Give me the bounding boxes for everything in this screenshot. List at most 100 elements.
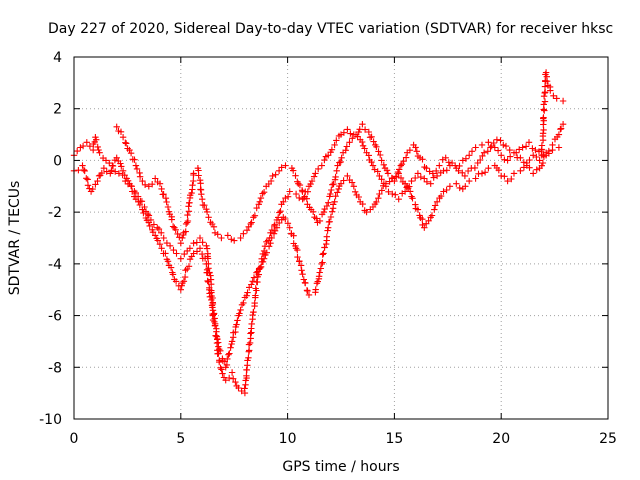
data-point [375,195,382,202]
data-point [218,234,225,242]
data-point [557,126,564,133]
data-point [402,154,410,161]
data-point [350,183,357,190]
data-point [275,167,283,174]
data-point [179,234,186,242]
data-point [462,183,469,190]
data-point [212,332,220,339]
data-point [332,173,339,181]
data-point [296,258,303,265]
data-point [412,144,419,151]
data-point [260,255,268,262]
data-point [432,202,439,209]
data-point [182,228,189,235]
data-point [75,167,82,174]
data-point [136,201,143,209]
data-point [206,293,214,300]
data-point [127,182,135,190]
data-point [214,335,221,343]
data-point [299,271,306,278]
data-point [336,182,343,190]
x-tick-label: 15 [385,431,403,447]
data-point [355,128,362,136]
data-point [286,224,293,231]
data-point [252,292,259,299]
data-point [290,167,297,174]
data-point [233,382,240,390]
data-point [139,177,146,185]
data-point [199,239,206,246]
data-point [236,310,243,317]
data-point [338,154,345,161]
data-point [310,173,318,180]
data-point [169,223,177,230]
data-point [399,178,407,185]
data-point [400,158,407,165]
data-point [259,190,266,197]
data-point [290,232,297,239]
data-point [376,172,383,180]
plot-frame [73,56,609,420]
data-point [525,139,533,146]
data-point [318,211,326,218]
data-point [549,146,556,154]
data-point [278,164,285,171]
data-point [186,199,193,206]
x-tick-label: 25 [599,431,617,447]
data-point [321,156,328,164]
data-point [359,200,366,208]
data-point [378,187,385,194]
data-point [519,144,526,151]
data-point [443,186,450,194]
data-point [455,167,462,174]
data-point [164,203,172,211]
data-point [326,193,333,200]
data-point [507,153,514,160]
data-point [419,216,426,223]
data-point [299,188,306,195]
data-point [188,189,195,197]
data-point [540,114,547,121]
y-tick-label: -10 [39,412,62,428]
data-point [257,263,265,270]
data-point [397,162,404,169]
data-point [526,164,533,171]
data-point [302,279,309,287]
data-point [315,165,322,173]
data-point [90,146,97,154]
data-point [494,147,502,154]
data-point [478,141,486,149]
data-point [487,144,494,151]
data-point [336,159,343,166]
data-point [259,258,267,265]
data-point [305,291,313,299]
data-point [160,191,167,198]
data-point [347,130,354,137]
data-point [504,177,511,185]
data-point [365,128,372,136]
data-point [107,170,114,177]
data-point [251,212,259,219]
data-point [144,211,151,218]
data-point [439,156,446,163]
data-point [316,269,323,276]
data-point [296,181,304,189]
data-point [501,173,508,180]
data-point [169,271,177,278]
data-point [79,162,86,169]
data-point [315,273,323,280]
data-point [417,173,424,181]
data-point [243,372,250,379]
data-point [248,329,255,336]
data-point [139,206,146,213]
data-point [113,123,120,130]
data-point [319,251,326,258]
data-point [312,170,319,177]
data-point [308,177,316,185]
data-point [160,234,167,242]
data-point [112,168,119,175]
data-point [278,201,285,208]
data-point [380,161,387,168]
data-point [430,174,437,181]
data-point [437,192,445,200]
